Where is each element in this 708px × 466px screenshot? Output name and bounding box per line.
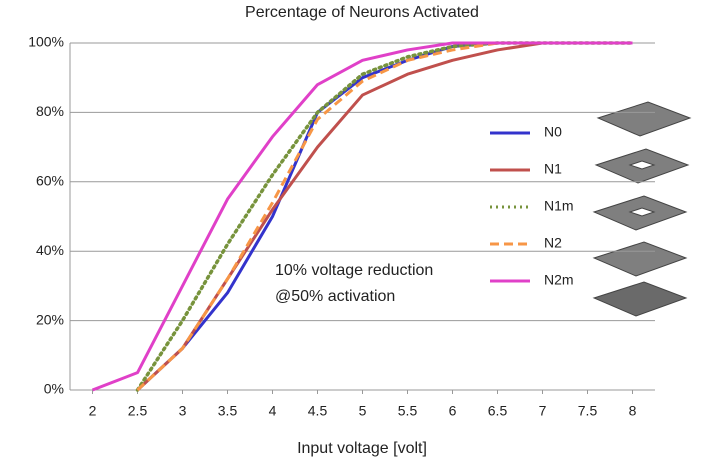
x-tick-label: 7.5	[578, 403, 598, 419]
legend-label: N2	[544, 235, 562, 251]
series-line	[136, 41, 633, 392]
x-tick-label: 3	[179, 403, 187, 419]
y-tick-label: 0%	[44, 381, 64, 397]
x-tick-label: 8	[629, 403, 637, 419]
x-tick-label: 2	[89, 403, 97, 419]
y-tick-label: 80%	[36, 103, 64, 119]
x-tick-label: 6	[449, 403, 457, 419]
x-tick-label: 4	[269, 403, 277, 419]
annotation: 10% voltage reduction	[275, 262, 433, 279]
legend-label: N2m	[544, 272, 574, 288]
x-tick-label: 3.5	[218, 403, 238, 419]
series-line	[136, 41, 633, 392]
x-axis-label: Input voltage [volt]	[297, 440, 427, 457]
series-line	[91, 41, 633, 392]
series-line	[135, 41, 635, 392]
x-tick-label: 4.5	[308, 403, 328, 419]
legend-label: N1m	[544, 198, 574, 214]
stacked-plates-icon	[592, 101, 692, 317]
y-tick-label: 60%	[36, 173, 64, 189]
y-tick-label: 20%	[36, 311, 64, 327]
chart-title: Percentage of Neurons Activated	[245, 4, 479, 21]
series-line	[136, 41, 633, 392]
x-tick-label: 5.5	[398, 403, 418, 419]
x-tick-label: 6.5	[488, 403, 508, 419]
x-tick-label: 7	[539, 403, 547, 419]
x-tick-label: 5	[359, 403, 367, 419]
x-tick-label: 2.5	[128, 403, 148, 419]
legend-label: N0	[544, 124, 562, 140]
y-tick-label: 40%	[36, 242, 64, 258]
legend-label: N1	[544, 161, 562, 177]
annotation: @50% activation	[275, 288, 395, 305]
y-tick-label: 100%	[28, 34, 64, 50]
